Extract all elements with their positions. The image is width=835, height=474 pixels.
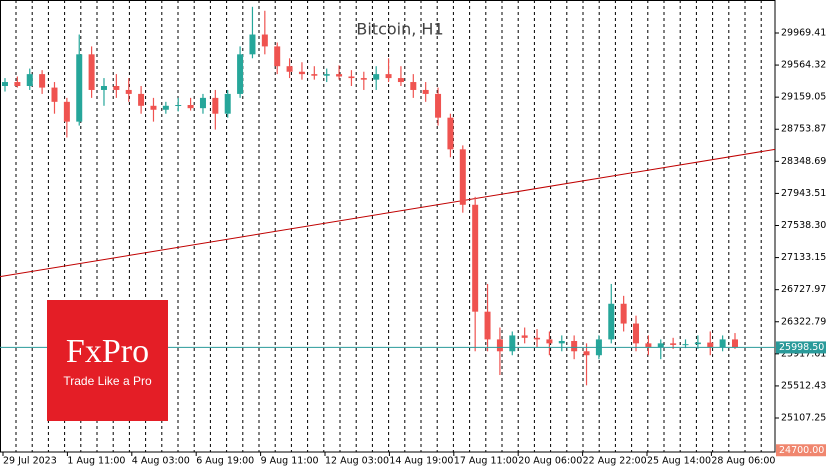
chart-title: Bitcoin, H1 — [356, 20, 443, 39]
y-tick-label: 25107.25 — [781, 413, 826, 424]
y-tick-label: 26322.79 — [781, 316, 826, 327]
candle-body — [732, 339, 738, 348]
candle-body — [298, 71, 305, 75]
candle-body — [100, 85, 107, 90]
y-tick-label: 27538.30 — [781, 220, 826, 231]
candle-body — [14, 82, 21, 86]
candle-body — [125, 89, 132, 94]
candle-body — [212, 97, 219, 114]
y-tick-label: 27943.51 — [781, 188, 826, 199]
y-tick-label: 28753.87 — [781, 124, 826, 135]
candle-body — [583, 351, 590, 356]
candle-body — [360, 78, 367, 80]
candle-body — [422, 89, 429, 94]
candle-body — [558, 340, 565, 344]
candle-body — [521, 335, 528, 338]
candle-body — [385, 74, 392, 79]
candle-body — [274, 46, 281, 67]
y-tick-label: 25917.61 — [781, 348, 826, 359]
y-tick-label: 29564.32 — [781, 60, 826, 71]
candle-body — [459, 149, 466, 205]
logo-name: FxPro — [65, 333, 150, 370]
candle-body — [224, 93, 231, 114]
candle-body — [261, 34, 268, 47]
candle-body — [51, 87, 58, 102]
candle-body — [472, 204, 479, 312]
x-tick-label: 12 Aug 03:00 — [325, 456, 389, 467]
candle-body — [509, 335, 516, 352]
candle-body — [150, 105, 157, 110]
x-tick-label: 22 Aug 22:00 — [583, 456, 647, 467]
candle-body — [286, 66, 293, 72]
candle-body — [336, 74, 343, 77]
candle-body — [175, 105, 182, 107]
y-tick-label: 28348.69 — [781, 156, 826, 167]
candle-body — [63, 101, 70, 122]
low-price-box — [776, 444, 826, 457]
candle-body — [694, 342, 701, 345]
candle-body — [187, 105, 194, 109]
candle-body — [113, 85, 120, 90]
candle-body — [311, 74, 318, 76]
candle-body — [534, 337, 541, 340]
candle-body — [237, 54, 244, 94]
y-tick-label: 29969.41 — [781, 27, 826, 38]
logo-slogan: Trade Like a Pro — [63, 374, 152, 388]
candle-body — [620, 303, 627, 324]
candle-body — [496, 339, 503, 352]
candle-body — [657, 343, 664, 348]
candle-body — [373, 74, 380, 80]
candle-body — [484, 311, 491, 340]
candle-body — [88, 54, 95, 90]
candle-body — [2, 82, 8, 86]
y-tick-label: 26727.97 — [781, 284, 826, 295]
candle-body — [447, 117, 454, 150]
candle-body — [199, 97, 206, 109]
candle-body — [26, 74, 33, 86]
candle-body — [397, 78, 404, 83]
logo: FxPro Trade Like a Pro — [47, 300, 168, 421]
x-tick-label: 29 Jul 2023 — [3, 456, 57, 467]
candle-body — [323, 74, 330, 76]
candle-body — [435, 93, 442, 118]
candle-body — [571, 340, 578, 352]
candle-body — [39, 74, 46, 88]
low-price-label: 24700.00 — [779, 445, 824, 456]
y-tick-label: 27133.15 — [781, 252, 826, 263]
x-tick-label: 4 Aug 03:00 — [132, 456, 190, 467]
x-tick-label: 20 Aug 06:00 — [518, 456, 582, 467]
candle-body — [249, 34, 256, 55]
candle-body — [546, 339, 553, 344]
candle-body — [348, 76, 355, 79]
candle-body — [670, 343, 677, 345]
x-tick-label: 28 Aug 06:00 — [711, 456, 775, 467]
plot-frame — [0, 0, 776, 453]
candle-body — [719, 339, 726, 348]
candle-body — [633, 323, 640, 344]
candle-body — [707, 342, 714, 348]
x-tick-label: 9 Aug 11:00 — [261, 456, 319, 467]
candle-body — [410, 82, 417, 90]
candle-body — [608, 303, 615, 340]
x-tick-label: 14 Aug 19:00 — [389, 456, 453, 467]
candle-body — [645, 343, 652, 348]
candle-body — [76, 54, 83, 122]
y-tick-label: 25512.43 — [781, 380, 826, 391]
candle-body — [138, 93, 145, 106]
current-price-label: 25998.50 — [779, 342, 824, 353]
x-tick-label: 1 Aug 11:00 — [67, 456, 125, 467]
x-tick-label: 17 Aug 11:00 — [454, 456, 518, 467]
y-tick-label: 29159.05 — [781, 92, 826, 103]
x-tick-label: 6 Aug 19:00 — [196, 456, 254, 467]
current-price-box — [776, 341, 826, 354]
candle-body — [682, 344, 689, 346]
trend-line — [0, 148, 776, 278]
x-tick-label: 25 Aug 14:00 — [647, 456, 711, 467]
candle-body — [162, 105, 169, 110]
